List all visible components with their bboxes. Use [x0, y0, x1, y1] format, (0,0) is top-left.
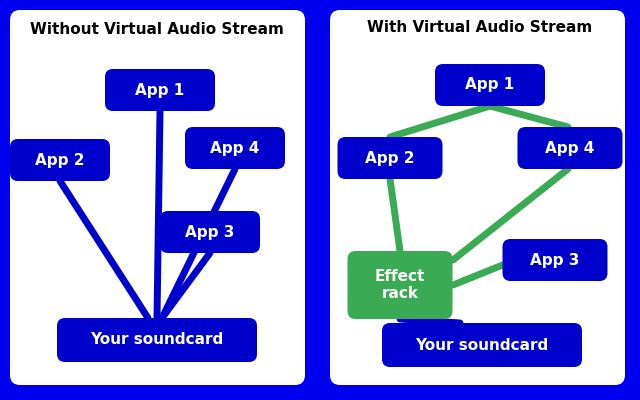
FancyBboxPatch shape: [330, 10, 625, 385]
Text: App 2: App 2: [35, 152, 84, 168]
Text: With Virtual Audio Stream: With Virtual Audio Stream: [367, 20, 593, 36]
FancyBboxPatch shape: [435, 64, 545, 106]
Text: App 1: App 1: [465, 78, 515, 92]
Text: App 4: App 4: [211, 140, 260, 156]
Text: App 3: App 3: [186, 224, 235, 240]
FancyBboxPatch shape: [502, 239, 607, 281]
Text: Your soundcard: Your soundcard: [415, 338, 548, 352]
Text: App 2: App 2: [365, 150, 415, 166]
FancyBboxPatch shape: [160, 211, 260, 253]
FancyBboxPatch shape: [382, 323, 582, 367]
Text: Without Virtual Audio Stream: Without Virtual Audio Stream: [30, 22, 284, 38]
Text: App 4: App 4: [545, 140, 595, 156]
FancyBboxPatch shape: [518, 127, 623, 169]
Text: Your soundcard: Your soundcard: [90, 332, 223, 348]
FancyBboxPatch shape: [337, 137, 442, 179]
Text: App 3: App 3: [531, 252, 580, 268]
Text: Effect
rack: Effect rack: [375, 269, 425, 301]
FancyBboxPatch shape: [10, 139, 110, 181]
FancyBboxPatch shape: [10, 10, 305, 385]
FancyBboxPatch shape: [348, 251, 452, 319]
FancyBboxPatch shape: [185, 127, 285, 169]
Text: App 1: App 1: [136, 82, 184, 98]
FancyBboxPatch shape: [105, 69, 215, 111]
FancyBboxPatch shape: [57, 318, 257, 362]
